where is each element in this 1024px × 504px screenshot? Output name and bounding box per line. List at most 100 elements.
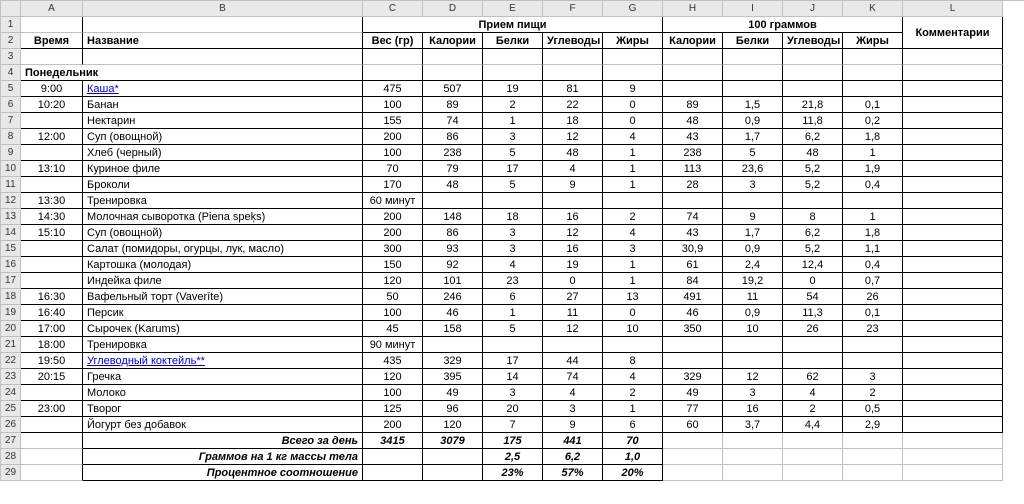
cell-val[interactable]: 0 — [603, 305, 663, 321]
cell-comment[interactable] — [903, 289, 1003, 305]
cell-val[interactable]: 23,6 — [723, 161, 783, 177]
row-num[interactable]: 16 — [1, 257, 21, 273]
cell-val[interactable]: 3 — [603, 241, 663, 257]
cell-val[interactable] — [723, 193, 783, 209]
cell-val[interactable]: 50 — [363, 289, 423, 305]
cell-val[interactable]: 1,8 — [843, 225, 903, 241]
cell-name[interactable]: Персик — [83, 305, 363, 321]
cell-comment[interactable] — [903, 321, 1003, 337]
cell-val[interactable]: 12 — [543, 129, 603, 145]
cell-val[interactable]: 10 — [603, 321, 663, 337]
cell-val[interactable]: 329 — [663, 369, 723, 385]
cell-val[interactable]: 16 — [543, 209, 603, 225]
cell-val[interactable]: 44 — [543, 353, 603, 369]
cell-val[interactable]: 48 — [783, 145, 843, 161]
cell-comment[interactable] — [903, 177, 1003, 193]
cell-val[interactable]: 300 — [363, 241, 423, 257]
cell-val[interactable]: 20 — [483, 401, 543, 417]
cell-comment[interactable] — [903, 353, 1003, 369]
cell-val[interactable]: 49 — [423, 385, 483, 401]
cell-val[interactable]: 61 — [663, 257, 723, 273]
cell-val[interactable]: 120 — [363, 369, 423, 385]
cell-val[interactable]: 350 — [663, 321, 723, 337]
cell-val[interactable]: 70 — [363, 161, 423, 177]
cell-time[interactable]: 12:00 — [21, 129, 83, 145]
cell-val[interactable]: 79 — [423, 161, 483, 177]
cell-val[interactable]: 475 — [363, 81, 423, 97]
cell-val[interactable]: 4 — [543, 385, 603, 401]
row-num[interactable]: 21 — [1, 337, 21, 353]
cell-comment[interactable] — [903, 385, 1003, 401]
cell-val[interactable]: 6 — [603, 417, 663, 433]
cell-val[interactable]: 26 — [783, 321, 843, 337]
cell-val[interactable]: 0,4 — [843, 257, 903, 273]
cell-val[interactable]: 3 — [483, 129, 543, 145]
row-num[interactable]: 5 — [1, 81, 21, 97]
cell-val[interactable]: 2 — [843, 385, 903, 401]
cell-val[interactable]: 0,4 — [843, 177, 903, 193]
cell-comment[interactable] — [903, 145, 1003, 161]
cell-val[interactable]: 19,2 — [723, 273, 783, 289]
cell-val[interactable]: 6 — [483, 289, 543, 305]
cell-val[interactable]: 43 — [663, 129, 723, 145]
cell-val[interactable]: 1 — [603, 161, 663, 177]
cell-time[interactable] — [21, 177, 83, 193]
cell-val[interactable]: 3 — [483, 225, 543, 241]
row-num[interactable]: 15 — [1, 241, 21, 257]
cell-val[interactable]: 4 — [603, 369, 663, 385]
row-num[interactable]: 9 — [1, 145, 21, 161]
cell-name[interactable]: Суп (овощной) — [83, 129, 363, 145]
cell-val[interactable]: 155 — [363, 113, 423, 129]
cell-val[interactable]: 19 — [483, 81, 543, 97]
cell-val[interactable]: 18 — [543, 113, 603, 129]
cell-val[interactable]: 0,9 — [723, 305, 783, 321]
cell-val[interactable]: 113 — [663, 161, 723, 177]
cell-val[interactable]: 5 — [723, 145, 783, 161]
cell-val[interactable]: 4,4 — [783, 417, 843, 433]
cell-val[interactable]: 0 — [603, 97, 663, 113]
cell-time[interactable] — [21, 241, 83, 257]
cell-val[interactable]: 86 — [423, 225, 483, 241]
cell-val[interactable]: 0 — [783, 273, 843, 289]
cell-name[interactable]: Тренировка — [83, 337, 363, 353]
cell-time[interactable]: 23:00 — [21, 401, 83, 417]
cell-comment[interactable] — [903, 225, 1003, 241]
row-num[interactable]: 28 — [1, 449, 21, 465]
cell-name[interactable]: Вафельный торт (Vaverīte) — [83, 289, 363, 305]
cell-name[interactable]: Гречка — [83, 369, 363, 385]
cell-val[interactable]: 1 — [483, 305, 543, 321]
cell-val[interactable]: 48 — [543, 145, 603, 161]
cell-val[interactable]: 0,1 — [843, 305, 903, 321]
cell-val[interactable]: 19 — [543, 257, 603, 273]
cell-val[interactable]: 1 — [843, 209, 903, 225]
cell-val[interactable]: 86 — [423, 129, 483, 145]
cell-val[interactable]: 5,2 — [783, 161, 843, 177]
cell-val[interactable]: 12 — [543, 321, 603, 337]
cell-val[interactable]: 2 — [483, 97, 543, 113]
cell-val[interactable] — [663, 353, 723, 369]
cell-val[interactable]: 54 — [783, 289, 843, 305]
col-head-H[interactable]: H — [663, 1, 723, 17]
cell-val[interactable]: 92 — [423, 257, 483, 273]
cell-name[interactable]: Суп (овощной) — [83, 225, 363, 241]
row-num[interactable]: 20 — [1, 321, 21, 337]
cell-val[interactable]: 3 — [723, 177, 783, 193]
cell-val[interactable] — [723, 353, 783, 369]
cell-val[interactable] — [783, 81, 843, 97]
cell-val[interactable] — [843, 193, 903, 209]
cell-val[interactable]: 100 — [363, 97, 423, 113]
cell-val[interactable]: 120 — [423, 417, 483, 433]
row-num[interactable]: 12 — [1, 193, 21, 209]
cell-val[interactable] — [603, 193, 663, 209]
col-head-D[interactable]: D — [423, 1, 483, 17]
cell-val[interactable]: 74 — [543, 369, 603, 385]
cell-time[interactable]: 16:30 — [21, 289, 83, 305]
cell-val[interactable]: 1,8 — [843, 129, 903, 145]
cell-val[interactable]: 170 — [363, 177, 423, 193]
row-num[interactable]: 27 — [1, 433, 21, 449]
cell-val[interactable]: 74 — [423, 113, 483, 129]
cell-time[interactable]: 15:10 — [21, 225, 83, 241]
cell-val[interactable]: 45 — [363, 321, 423, 337]
cell-name[interactable]: Тренировка — [83, 193, 363, 209]
cell-val[interactable]: 4 — [543, 161, 603, 177]
